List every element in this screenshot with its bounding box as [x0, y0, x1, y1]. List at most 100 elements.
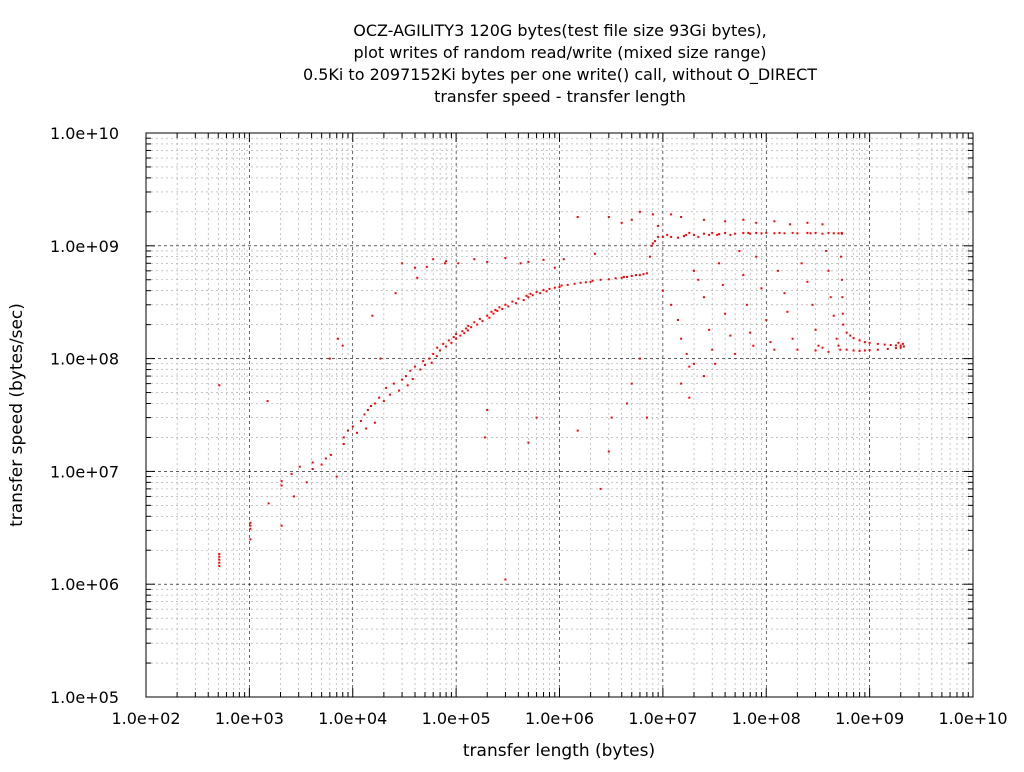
data-point [765, 231, 768, 234]
data-point [729, 233, 732, 236]
data-point [714, 362, 717, 365]
data-point [607, 450, 610, 453]
data-point [311, 468, 314, 470]
data-point [473, 258, 476, 261]
data-point [749, 331, 752, 334]
data-point [459, 334, 462, 337]
data-point [852, 337, 855, 340]
x-tick-labels: 1.0e+02 1.0e+03 1.0e+04 1.0e+05 1.0e+06 1.0e+… [111, 709, 1007, 728]
data-point [897, 341, 900, 344]
data-point [465, 327, 468, 330]
data-point [553, 266, 556, 269]
data-point [435, 355, 438, 358]
data-point [249, 521, 252, 524]
data-point [432, 352, 435, 355]
data-point [428, 357, 431, 360]
data-point [324, 457, 327, 460]
data-point [351, 425, 354, 428]
data-point [638, 210, 641, 213]
data-point [708, 328, 711, 331]
data-point [584, 281, 587, 284]
data-point [366, 409, 369, 411]
data-point [488, 316, 491, 319]
data-point [392, 382, 395, 385]
data-point [806, 221, 809, 224]
data-point [899, 346, 902, 349]
data-point [901, 342, 904, 345]
data-point [693, 269, 695, 272]
data-point [777, 269, 779, 272]
data-point [791, 231, 794, 234]
data-point [522, 299, 525, 302]
data-point [842, 323, 845, 326]
data-point [827, 231, 830, 234]
data-point [724, 220, 727, 223]
data-point [290, 472, 293, 475]
data-point [642, 273, 645, 276]
data-point [389, 393, 392, 396]
data-point [734, 232, 737, 235]
data-point [738, 250, 741, 252]
data-point [841, 278, 843, 281]
data-point [507, 305, 510, 308]
data-point [414, 365, 416, 368]
data-point [461, 330, 464, 333]
data-point [511, 300, 514, 303]
x-axis-label: transfer length (bytes) [463, 741, 655, 761]
data-point [496, 309, 499, 312]
data-point [755, 231, 758, 234]
y-tick-label: 1.0e+06 [50, 575, 119, 594]
data-point [827, 269, 830, 272]
data-point [837, 232, 840, 235]
data-point [527, 441, 530, 444]
x-tick-label: 1.0e+09 [835, 709, 904, 728]
data-point [498, 306, 501, 309]
data-point [531, 294, 534, 297]
data-point [442, 342, 445, 345]
data-point [298, 465, 301, 468]
data-point [517, 297, 520, 300]
data-point [645, 416, 648, 419]
data-point [218, 558, 221, 561]
data-point [452, 336, 455, 339]
data-point [755, 255, 758, 258]
data-point [849, 334, 852, 337]
y-axis-label: transfer speed (bytes/sec) [7, 303, 27, 527]
data-point [863, 349, 866, 352]
data-point [902, 345, 905, 348]
data-point [466, 329, 469, 332]
data-point [620, 276, 623, 279]
data-point [439, 349, 442, 352]
data-point [630, 218, 633, 221]
data-point [773, 220, 776, 223]
data-point [373, 421, 376, 424]
title-line-4: transfer speed - transfer length [434, 87, 686, 106]
data-point [721, 283, 724, 286]
data-point [445, 260, 448, 263]
data-point [463, 332, 466, 335]
data-point [455, 333, 458, 336]
data-point [680, 216, 683, 218]
data-point [786, 310, 789, 313]
data-point [638, 274, 641, 277]
data-point [769, 341, 772, 344]
data-point [825, 250, 828, 252]
data-point [729, 334, 732, 337]
data-point [622, 275, 625, 278]
data-point [398, 389, 400, 392]
data-point [841, 232, 843, 235]
data-point [685, 352, 688, 355]
data-point [218, 555, 221, 558]
y-tick-label: 1.0e+05 [50, 688, 119, 707]
data-point [218, 561, 221, 564]
data-point [773, 232, 776, 235]
data-point [889, 344, 892, 346]
data-point [490, 310, 493, 313]
data-point [280, 484, 283, 487]
data-point [680, 382, 683, 385]
data-point [411, 378, 414, 380]
data-point [718, 233, 721, 236]
data-point [607, 216, 610, 218]
y-tick-label: 1.0e+07 [50, 462, 119, 481]
